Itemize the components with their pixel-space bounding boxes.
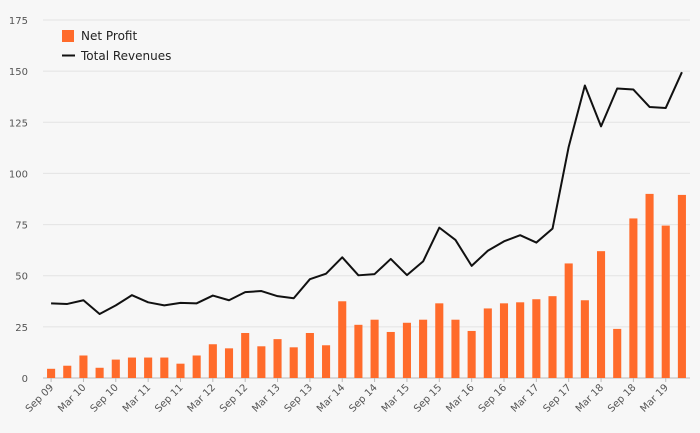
- net-profit-bar: [192, 355, 201, 378]
- x-tick-label: Mar 18: [574, 382, 606, 414]
- x-tick-label: Mar 13: [250, 382, 282, 414]
- net-profit-bar: [499, 303, 509, 378]
- x-tick-label: Sep 16: [477, 382, 509, 414]
- net-profit-bar: [645, 193, 654, 378]
- x-tick-label: Sep 15: [412, 382, 444, 414]
- x-tick-label: Sep 17: [541, 382, 573, 414]
- net-profit-bar: [370, 319, 379, 378]
- y-tick-label: 150: [9, 67, 28, 78]
- y-tick-label: 0: [22, 374, 28, 385]
- net-profit-bar: [79, 355, 88, 378]
- net-profit-bar: [289, 347, 298, 378]
- net-profit-bar: [224, 348, 234, 378]
- x-tick-label: Sep 12: [218, 382, 250, 414]
- legend-net-profit-swatch: [62, 30, 74, 42]
- total-revenues-line-layer: [51, 71, 683, 315]
- net-profit-bars: [47, 193, 686, 378]
- net-profit-bar: [419, 319, 428, 378]
- net-profit-bar: [516, 302, 525, 378]
- net-profit-bar: [111, 359, 120, 378]
- x-tick-label: Mar 10: [56, 382, 88, 414]
- net-profit-bar: [354, 324, 363, 378]
- net-profit-bar: [483, 308, 492, 378]
- net-profit-bar: [451, 319, 460, 378]
- net-profit-bar: [661, 225, 670, 378]
- net-profit-bar: [580, 300, 589, 378]
- legend-total-revenues-label: Total Revenues: [80, 49, 171, 63]
- net-profit-bar: [63, 365, 72, 378]
- x-tick-label: Mar 19: [638, 382, 670, 414]
- net-profit-bar: [629, 218, 638, 378]
- x-tick-label: Mar 16: [444, 382, 476, 414]
- x-tick-label: Sep 11: [153, 382, 185, 414]
- net-profit-bar: [208, 344, 217, 378]
- y-tick-label: 175: [9, 16, 28, 27]
- y-tick-label: 100: [9, 169, 28, 180]
- net-profit-bar: [613, 328, 622, 378]
- net-profit-bar: [273, 339, 282, 378]
- net-profit-bar: [677, 194, 686, 378]
- y-tick-label: 75: [15, 221, 28, 232]
- net-profit-bar: [596, 251, 606, 378]
- legend[interactable]: Net Profit Total Revenues: [62, 29, 171, 63]
- gridlines: [43, 19, 690, 379]
- legend-net-profit-label: Net Profit: [81, 29, 137, 43]
- net-profit-bar: [257, 346, 266, 378]
- x-axis-tick-labels: Sep 09 Mar 10 Sep 10 Mar 11 Sep 11 Mar 12 Sep …: [24, 378, 671, 415]
- x-tick-label: Mar 14: [315, 382, 347, 414]
- x-tick-label: Sep 13: [283, 382, 315, 414]
- net-profit-bar: [305, 332, 314, 378]
- net-profit-bar: [144, 357, 153, 378]
- y-axis-tick-labels: 0 25 50 75 100 125 150 175: [9, 16, 28, 385]
- x-tick-label: Mar 17: [509, 382, 541, 414]
- net-profit-bar: [127, 357, 137, 378]
- net-profit-bar: [532, 299, 541, 378]
- x-tick-label: Sep 09: [24, 382, 56, 414]
- x-tick-label: Sep 10: [89, 382, 121, 414]
- net-profit-bar: [95, 367, 104, 378]
- net-profit-bar: [47, 368, 56, 378]
- net-profit-bar: [564, 263, 573, 378]
- x-tick-label: Mar 12: [186, 382, 218, 414]
- y-tick-label: 25: [15, 323, 28, 334]
- total-revenues-line: [51, 71, 683, 315]
- net-profit-bar: [386, 331, 395, 378]
- x-tick-label: Sep 18: [606, 382, 638, 414]
- net-profit-bar: [467, 330, 476, 378]
- net-profit-bar: [338, 301, 347, 378]
- net-profit-bar: [402, 322, 411, 378]
- y-tick-label: 125: [9, 118, 28, 129]
- net-profit-bar: [548, 296, 557, 378]
- net-profit-bar: [160, 357, 169, 378]
- x-tick-label: Mar 15: [380, 382, 412, 414]
- net-profit-bar: [241, 332, 250, 378]
- net-profit-bar: [435, 303, 444, 378]
- y-tick-label: 50: [15, 272, 28, 283]
- net-profit-bar: [176, 363, 185, 378]
- x-tick-label: Mar 11: [121, 382, 153, 414]
- net-profit-bar: [322, 345, 331, 378]
- x-tick-label: Sep 14: [347, 382, 379, 414]
